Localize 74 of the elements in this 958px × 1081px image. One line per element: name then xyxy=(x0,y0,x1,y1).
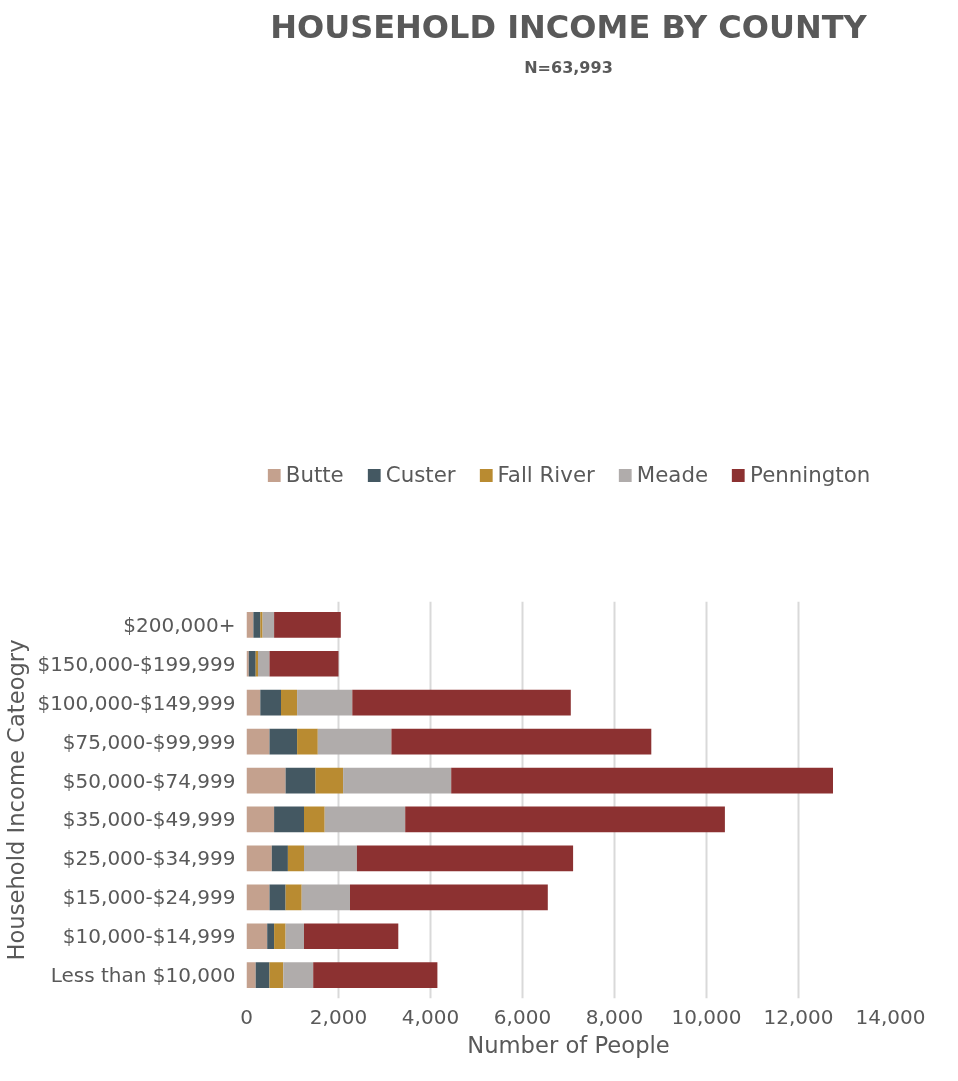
y-tick-label: $100,000-$149,999 xyxy=(37,690,236,715)
bar xyxy=(274,923,286,950)
bar xyxy=(283,962,314,988)
bar xyxy=(297,689,353,716)
bar xyxy=(246,962,256,988)
bar xyxy=(304,845,357,872)
bar xyxy=(391,728,652,755)
bar xyxy=(269,728,298,755)
bar xyxy=(258,650,270,677)
y-tick-label: $15,000-$24,999 xyxy=(62,885,236,910)
x-tick-label: 2,000 xyxy=(309,1004,368,1029)
bar xyxy=(274,806,304,833)
bar xyxy=(350,884,548,911)
bar xyxy=(269,884,286,911)
y-tick-label: $50,000-$74,999 xyxy=(62,768,236,793)
bar xyxy=(281,689,298,716)
bar xyxy=(317,728,392,755)
bar xyxy=(301,884,350,911)
bar xyxy=(246,923,268,950)
bar xyxy=(269,650,339,677)
bar xyxy=(255,962,270,988)
legend-label: Butte xyxy=(285,462,344,488)
bar xyxy=(246,767,286,794)
bar xyxy=(313,962,438,988)
y-tick-label: $75,000-$99,999 xyxy=(62,729,236,754)
y-tick-label: $150,000-$199,999 xyxy=(37,651,236,676)
legend-label: Fall River xyxy=(497,462,595,488)
bar xyxy=(352,689,571,716)
bar xyxy=(297,728,318,755)
bar xyxy=(262,612,275,638)
y-tick-label: $10,000-$14,999 xyxy=(62,924,236,949)
x-tick-label: 0 xyxy=(240,1004,253,1029)
x-tick-label: 8,000 xyxy=(585,1004,644,1029)
y-tick-label: $35,000-$49,999 xyxy=(62,807,236,832)
bar xyxy=(324,806,406,833)
bar xyxy=(315,767,344,794)
bar xyxy=(246,728,270,755)
x-axis-title: Number of People xyxy=(467,1031,670,1058)
bar xyxy=(260,689,281,716)
y-tick-label: Less than $10,000 xyxy=(50,963,236,988)
bar xyxy=(304,923,399,950)
bar xyxy=(269,962,284,988)
bar xyxy=(356,845,574,872)
bar xyxy=(304,806,325,833)
bar xyxy=(271,845,288,872)
bar xyxy=(274,612,341,638)
chart-title: HOUSEHOLD INCOME BY COUNTY xyxy=(270,7,868,46)
bar xyxy=(248,650,256,677)
bar xyxy=(246,689,261,716)
bar xyxy=(253,612,261,638)
bar xyxy=(267,923,275,950)
bar xyxy=(285,884,302,911)
bar xyxy=(285,923,304,950)
bar xyxy=(246,845,272,872)
bar xyxy=(405,806,725,833)
bar xyxy=(343,767,452,794)
y-axis-title: Household Income Cateogry xyxy=(3,639,30,961)
bar xyxy=(246,884,270,911)
chart-subtitle: N=63,993 xyxy=(524,57,613,77)
x-tick-label: 10,000 xyxy=(671,1004,742,1029)
bar xyxy=(260,612,263,638)
legend-label: Custer xyxy=(385,462,456,488)
x-tick-label: 4,000 xyxy=(401,1004,460,1029)
bar xyxy=(451,767,833,794)
x-tick-label: 12,000 xyxy=(763,1004,834,1029)
x-tick-label: 14,000 xyxy=(855,1004,926,1029)
bar xyxy=(246,806,275,833)
bar xyxy=(285,767,316,794)
x-tick-label: 6,000 xyxy=(493,1004,552,1029)
y-tick-label: $25,000-$34,999 xyxy=(62,846,236,871)
legend-label: Pennington xyxy=(750,462,871,488)
y-tick-label: $200,000+ xyxy=(123,612,236,637)
legend-label: Meade xyxy=(636,462,709,488)
bar xyxy=(287,845,304,872)
